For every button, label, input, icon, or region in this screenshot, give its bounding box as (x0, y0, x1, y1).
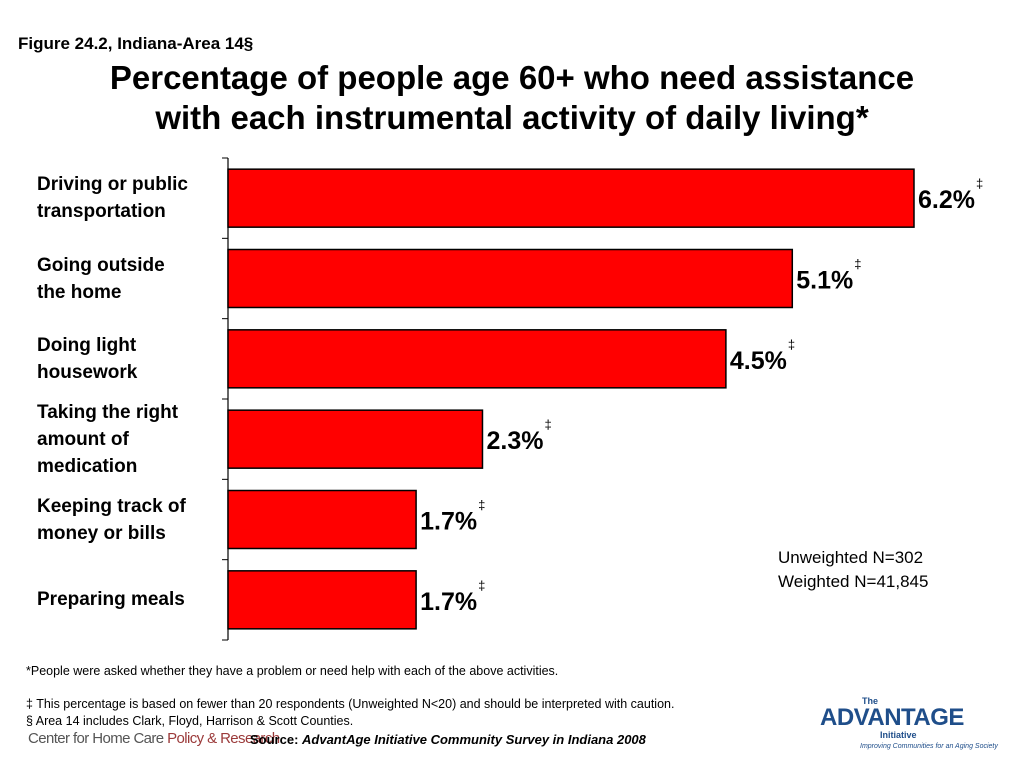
category-label-line: Taking the right (37, 401, 179, 423)
category-label-line: medication (37, 455, 138, 477)
data-label: 2.3% (486, 427, 543, 455)
data-label-marker: ‡ (478, 578, 485, 593)
advantage-logo-the: The (862, 696, 879, 706)
weighted-n: Weighted N=41,845 (778, 572, 929, 591)
bar (227, 329, 727, 389)
category-label: Keeping track of money or bills (37, 493, 186, 547)
advantage-logo: The ADVANTAGE Initiative Improving Commu… (820, 696, 1000, 756)
data-label-marker: ‡ (478, 498, 485, 513)
category-label: Taking the right amount of medication (37, 399, 178, 480)
footnote-asterisk: *People were asked whether they have a p… (26, 664, 559, 678)
category-label-line: money or bills (37, 522, 166, 544)
data-label-marker: ‡ (788, 337, 795, 352)
data-label-marker: ‡ (544, 417, 551, 432)
category-label-line: Preparing meals (37, 589, 185, 611)
unweighted-n: Unweighted N=302 (778, 548, 924, 567)
bar (227, 168, 915, 228)
chart-title-line-1: Percentage of people age 60+ who need as… (109, 59, 915, 96)
data-label: 1.7% (420, 588, 477, 616)
source-line: Source: AdvantAge Initiative Community S… (250, 732, 646, 747)
advantage-logo-wordmark: ADVANTAGE (820, 704, 964, 731)
advantage-logo-initiative: Initiative (880, 730, 917, 740)
category-label-line: housework (37, 361, 138, 383)
category-label: Doing light housework (37, 332, 137, 386)
category-label-line: Doing light (37, 334, 137, 356)
data-label: 5.1% (796, 267, 853, 295)
bar (227, 248, 794, 309)
bar (227, 570, 417, 630)
footnote-section: § Area 14 includes Clark, Floyd, Harriso… (26, 714, 354, 728)
bar (227, 489, 417, 550)
figure-label: Figure 24.2, Indiana-Area 14§ (18, 34, 254, 53)
chart-title: Percentage of people age 60+ who need as… (0, 58, 1024, 138)
advantage-logo-tagline: Improving Communities for an Aging Socie… (860, 743, 998, 750)
chcp-logo-text: Center for Home Care (28, 730, 168, 747)
category-label-line: transportation (37, 201, 166, 223)
data-label: 4.5% (730, 347, 787, 375)
category-label-line: Keeping track of (37, 495, 186, 517)
bar (227, 409, 484, 469)
chart-title-line-2: with each instrumental activity of daily… (155, 99, 869, 136)
source-text: AdvantAge Initiative Community Survey in… (302, 732, 646, 747)
chcp-logo: Center for Home Care Policy & Research (28, 730, 280, 747)
category-label-line: the home (37, 281, 122, 303)
category-label: Preparing meals (37, 586, 185, 613)
category-label-line: amount of (37, 428, 129, 450)
data-label-marker: ‡ (854, 257, 861, 272)
data-label: 1.7% (420, 508, 477, 536)
category-label-line: Going outside (37, 254, 165, 276)
footnote-double-dagger: ‡ This percentage is based on fewer than… (26, 697, 675, 711)
data-label: 6.2% (918, 186, 975, 214)
category-label: Going outside the home (37, 252, 165, 306)
category-label-line: Driving or public (37, 174, 188, 196)
sample-size-note: Unweighted N=302 Weighted N=41,845 (778, 546, 928, 594)
category-label: Driving or public transportation (37, 171, 188, 225)
chcp-logo-policy-research: Policy & Research (167, 730, 280, 747)
data-label-marker: ‡ (976, 176, 983, 191)
source-prefix: Source: (250, 732, 303, 747)
